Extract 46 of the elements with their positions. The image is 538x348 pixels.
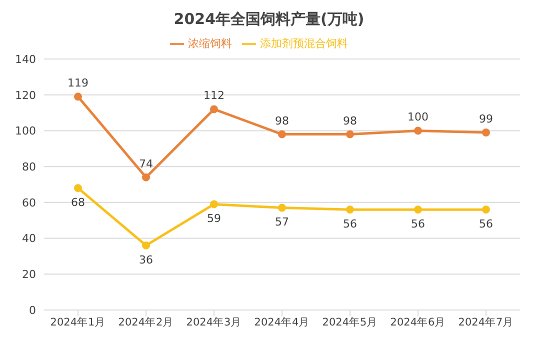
data-label: 36 [139, 253, 153, 266]
x-tick-label: 2024年6月 [390, 316, 446, 328]
y-tick-label: 40 [22, 232, 36, 246]
point [346, 130, 354, 138]
data-label: 56 [343, 217, 357, 230]
x-tick-label: 2024年4月 [254, 316, 310, 328]
y-tick-label: 20 [22, 268, 36, 282]
x-tick-label: 2024年2月 [118, 316, 174, 328]
y-tick-label: 140 [15, 52, 36, 66]
point [414, 206, 422, 214]
point [346, 206, 354, 214]
point [482, 206, 490, 214]
x-tick-label: 2024年5月 [322, 316, 378, 328]
point [278, 204, 286, 212]
x-tick-label: 2024年1月 [50, 316, 106, 328]
data-label: 57 [275, 216, 289, 229]
data-label: 98 [343, 114, 357, 128]
data-label: 59 [207, 212, 221, 226]
data-label: 112 [204, 89, 224, 102]
point [74, 92, 82, 101]
y-tick-label: 0 [29, 304, 36, 317]
point [210, 200, 218, 208]
legend-label: 浓缩饲料 [188, 37, 232, 50]
x-tick-label: 2024年3月 [186, 316, 242, 328]
data-label: 99 [479, 112, 493, 126]
chart-title: 2024年全国饲料产量(万吨) [172, 9, 366, 30]
data-label: 98 [275, 114, 289, 128]
y-tick-label: 100 [15, 124, 36, 138]
data-label: 56 [479, 217, 493, 230]
point [142, 173, 150, 182]
data-label: 100 [408, 110, 428, 124]
y-tick-label: 120 [15, 88, 36, 102]
point [414, 126, 422, 135]
point [210, 105, 218, 114]
point [278, 130, 286, 138]
x-tick-label: 2024年7月 [458, 316, 514, 328]
y-tick-label: 80 [22, 160, 36, 174]
data-label: 68 [71, 196, 85, 209]
data-label: 56 [411, 217, 425, 230]
y-tick-label: 60 [22, 196, 36, 210]
data-label: 119 [68, 76, 88, 90]
point [482, 128, 490, 137]
legend-label: 添加剂预混合饲料 [260, 37, 348, 50]
point [142, 241, 150, 250]
point [74, 184, 82, 192]
data-label: 74 [139, 157, 153, 170]
